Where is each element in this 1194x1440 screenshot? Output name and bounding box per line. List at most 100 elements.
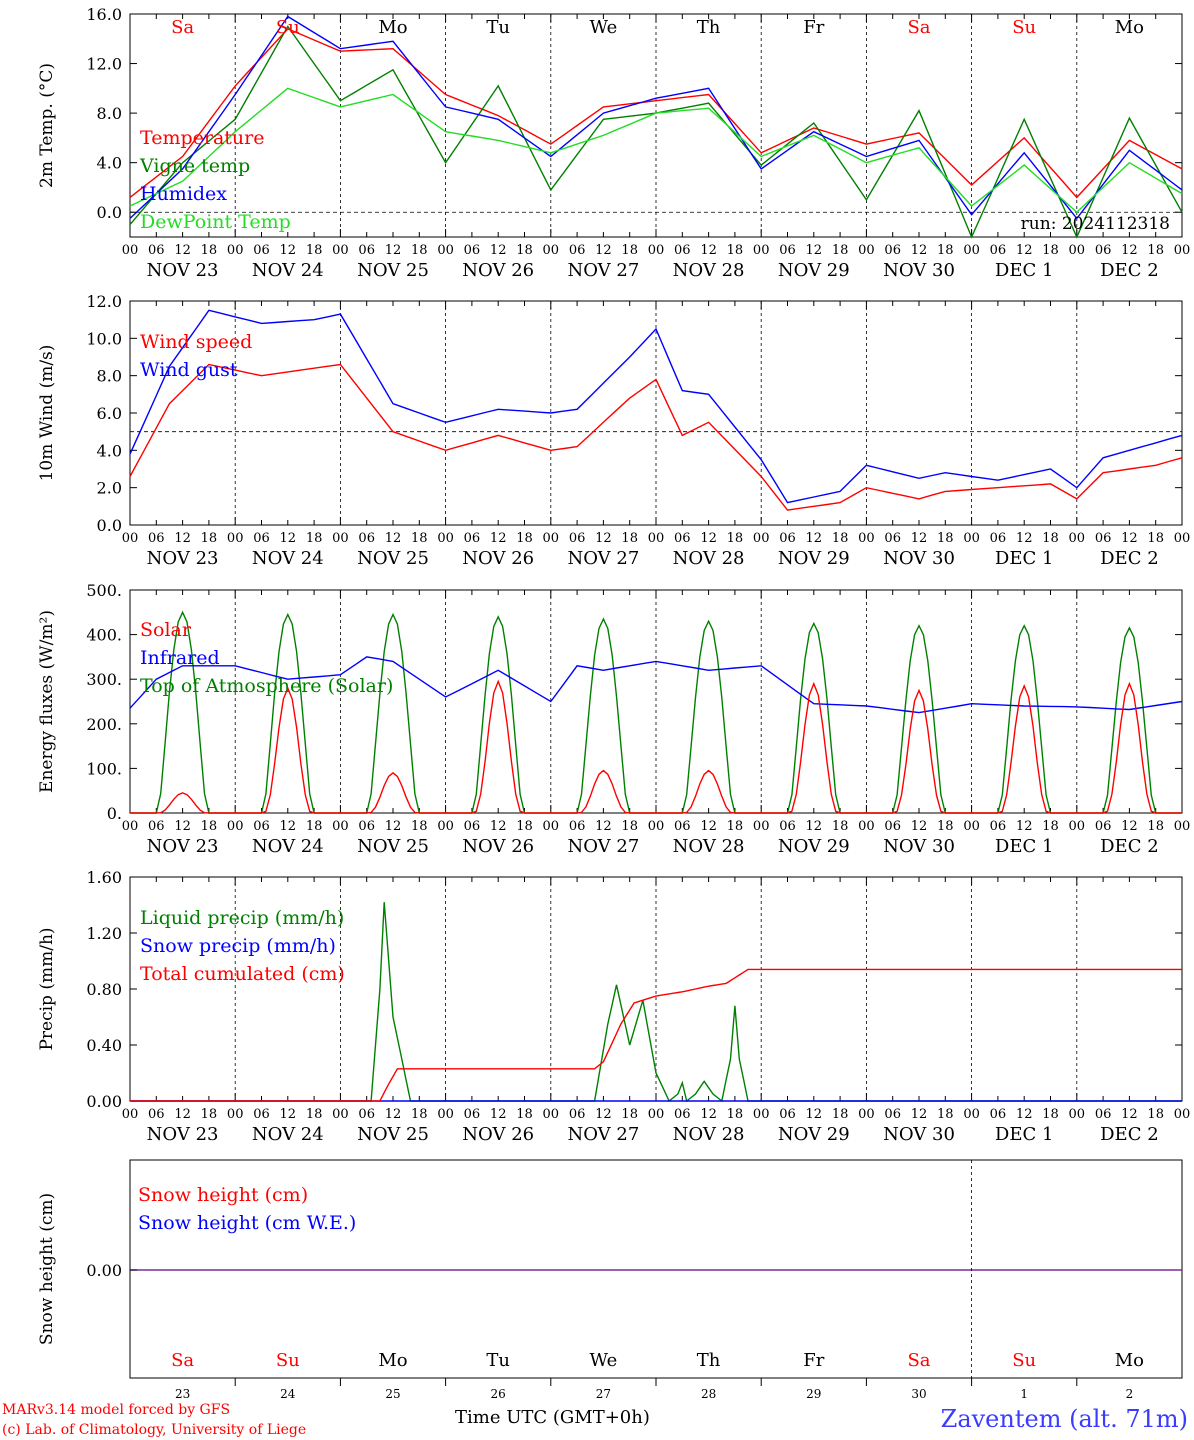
date-label: NOV 28: [673, 1124, 745, 1145]
hour-tick-label: 00: [648, 1107, 665, 1122]
hour-tick-label: 00: [122, 243, 139, 258]
hour-tick-label: 06: [569, 1107, 586, 1122]
y-tick-label: 2.0: [97, 479, 122, 498]
hour-tick-label: 06: [990, 243, 1007, 258]
weekday-label: Mo: [378, 17, 407, 38]
hour-tick-label: 00: [963, 531, 980, 546]
hour-tick-label: 12: [385, 531, 402, 546]
hour-tick-label: 12: [595, 243, 612, 258]
hour-tick-label: 06: [1095, 1107, 1112, 1122]
hour-tick-label: 12: [1121, 243, 1138, 258]
hour-tick-label: 12: [1016, 531, 1033, 546]
hour-tick-label: 12: [1121, 1107, 1138, 1122]
date-label: NOV 24: [252, 548, 324, 569]
hour-tick-label: 18: [1042, 243, 1059, 258]
hour-tick-label: 00: [437, 1107, 454, 1122]
hour-tick-label: 00: [963, 243, 980, 258]
y-axis-label: 2m Temp. (°C): [37, 63, 57, 188]
hour-tick-label: 12: [806, 531, 823, 546]
y-tick-label: 10.0: [86, 329, 122, 348]
hour-tick-label: 00: [122, 531, 139, 546]
date-label: NOV 30: [883, 1124, 955, 1145]
date-label: NOV 29: [778, 1124, 850, 1145]
series-line: [129, 363, 1183, 511]
panels: 16.012.08.04.00.02m Temp. (°C)00 06 12 18 00…: [37, 5, 1190, 1401]
hour-tick-label: 00: [753, 531, 770, 546]
hour-tick-label: 12: [911, 243, 928, 258]
y-tick-label: 16.0: [86, 5, 122, 24]
hour-tick-label: 00: [963, 1107, 980, 1122]
date-label: NOV 30: [883, 548, 955, 569]
weekday-label: Tu: [486, 17, 510, 38]
y-tick-label: 400.: [86, 626, 122, 645]
date-label: NOV 29: [778, 260, 850, 281]
day-number: 28: [701, 1387, 716, 1401]
y-tick-label: 500.: [86, 581, 122, 600]
hour-tick-label: 06: [674, 819, 691, 834]
hour-tick-label: 00: [1069, 819, 1086, 834]
hour-tick-label: 06: [884, 243, 901, 258]
hour-tick-label: 00: [858, 1107, 875, 1122]
y-tick-label: 100.: [86, 759, 122, 778]
hour-tick-label: 00: [332, 243, 349, 258]
y-tick-label: 0.40: [86, 1036, 122, 1055]
weekday-label: Th: [697, 17, 721, 38]
day-number: 24: [280, 1387, 296, 1401]
hour-tick-label: 00: [543, 1107, 560, 1122]
hour-tick-label: 12: [700, 243, 717, 258]
hour-tick-label: 12: [174, 531, 191, 546]
date-label: NOV 26: [462, 1124, 534, 1145]
y-tick-label: 0.80: [86, 980, 122, 999]
hour-tick-label: 18: [411, 243, 428, 258]
hour-tick-label: 06: [569, 819, 586, 834]
legend-entry: Snow height (cm W.E.): [138, 1212, 356, 1234]
day-number: 27: [596, 1387, 611, 1401]
y-tick-label: 1.20: [86, 924, 122, 943]
date-label: NOV 29: [778, 548, 850, 569]
precip-panel: 1.60 1.20 0.80 0.40 0.00 Precip (mm/h) 00 06 12 1…: [37, 868, 1190, 1145]
y-axis-label: 10m Wind (m/s): [37, 345, 57, 482]
hour-tick-label: 00: [122, 1107, 139, 1122]
date-label: DEC 2: [1100, 260, 1159, 281]
date-label: NOV 25: [357, 836, 429, 857]
hour-tick-label: 18: [621, 243, 638, 258]
hour-tick-label: 00: [858, 819, 875, 834]
hour-tick-label: 06: [1095, 243, 1112, 258]
date-label: NOV 27: [567, 836, 639, 857]
hour-tick-label: 18: [832, 1107, 849, 1122]
hour-tick-label: 12: [280, 1107, 297, 1122]
y-tick-label: 0.0: [97, 203, 122, 222]
legend-entry: Top of Atmosphere (Solar): [140, 675, 393, 697]
y-tick-label: 0.00: [86, 1092, 122, 1111]
hour-tick-label: 18: [201, 1107, 218, 1122]
day-number: 29: [806, 1387, 821, 1401]
hour-tick-label: 06: [674, 1107, 691, 1122]
date-label: NOV 25: [357, 548, 429, 569]
hour-tick-label: 12: [595, 819, 612, 834]
series-line: [130, 968, 1182, 1102]
y-tick-label: 200.: [86, 715, 122, 734]
hour-tick-label: 00: [963, 819, 980, 834]
date-label: NOV 26: [462, 260, 534, 281]
weekday-label: Su: [276, 1350, 300, 1371]
hour-tick-label: 18: [832, 819, 849, 834]
hour-tick-label: 18: [937, 531, 954, 546]
hour-tick-label: 12: [1016, 243, 1033, 258]
hour-tick-label: 12: [806, 819, 823, 834]
y-tick-label: 300.: [86, 670, 122, 689]
hour-tick-label: 06: [148, 1107, 165, 1122]
y-tick-label: 1.60: [86, 868, 122, 887]
date-label: NOV 23: [147, 1124, 219, 1145]
date-label: NOV 23: [147, 260, 219, 281]
hour-tick-label: 06: [464, 531, 481, 546]
hour-tick-label: 00: [753, 819, 770, 834]
hour-tick-label: 12: [1016, 1107, 1033, 1122]
run-label: run: 2024112318: [1021, 214, 1170, 234]
hour-tick-label: 06: [253, 819, 270, 834]
hour-tick-label: 00: [332, 819, 349, 834]
hour-tick-label: 18: [1147, 531, 1164, 546]
hour-tick-label: 06: [1095, 531, 1112, 546]
hour-tick-label: 06: [884, 819, 901, 834]
hour-tick-label: 00: [648, 819, 665, 834]
hour-tick-label: 18: [727, 531, 744, 546]
